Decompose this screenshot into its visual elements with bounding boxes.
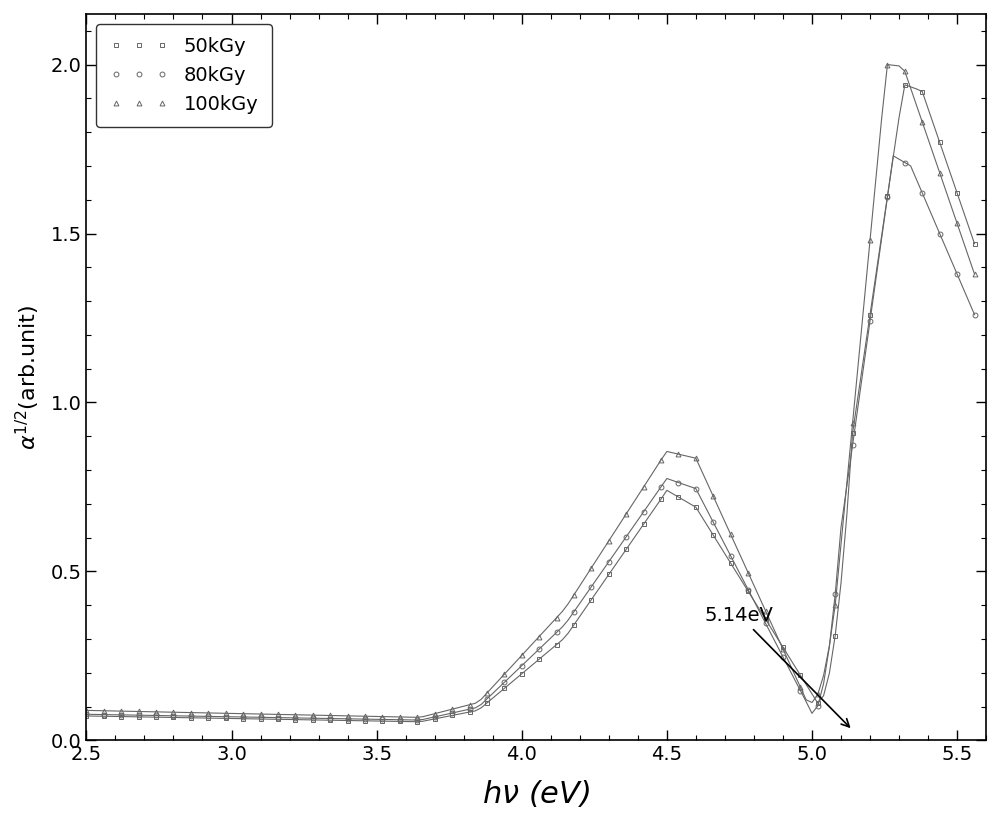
Legend: 50kGy, 80kGy, 100kGy: 50kGy, 80kGy, 100kGy <box>96 24 272 128</box>
50kGy <box>516 669 528 679</box>
100kGy <box>394 712 406 722</box>
50kGy <box>80 711 92 721</box>
50kGy <box>672 492 684 502</box>
50kGy <box>568 620 580 630</box>
100kGy <box>969 269 981 279</box>
50kGy <box>150 712 162 722</box>
50kGy <box>411 717 423 727</box>
80kGy <box>568 607 580 616</box>
80kGy <box>516 661 528 671</box>
80kGy <box>411 715 423 725</box>
100kGy <box>80 705 92 715</box>
100kGy <box>672 449 684 459</box>
80kGy <box>672 477 684 487</box>
Line: 80kGy: 80kGy <box>84 160 977 723</box>
Text: 5.14eV: 5.14eV <box>705 606 849 727</box>
50kGy <box>899 80 911 90</box>
80kGy <box>899 158 911 168</box>
Y-axis label: $\alpha^{1/2}$(arb.unit): $\alpha^{1/2}$(arb.unit) <box>14 305 42 450</box>
100kGy <box>411 713 423 723</box>
Line: 50kGy: 50kGy <box>84 82 977 724</box>
80kGy <box>80 709 92 719</box>
100kGy <box>638 482 650 492</box>
100kGy <box>150 707 162 717</box>
X-axis label: $h\nu$ (eV): $h\nu$ (eV) <box>482 778 590 809</box>
100kGy <box>568 590 580 600</box>
80kGy <box>150 710 162 720</box>
Line: 100kGy: 100kGy <box>84 63 977 720</box>
50kGy <box>394 717 406 727</box>
80kGy <box>638 507 650 517</box>
50kGy <box>969 239 981 249</box>
50kGy <box>638 519 650 529</box>
100kGy <box>516 650 528 660</box>
80kGy <box>394 715 406 725</box>
100kGy <box>881 59 893 69</box>
80kGy <box>969 309 981 319</box>
